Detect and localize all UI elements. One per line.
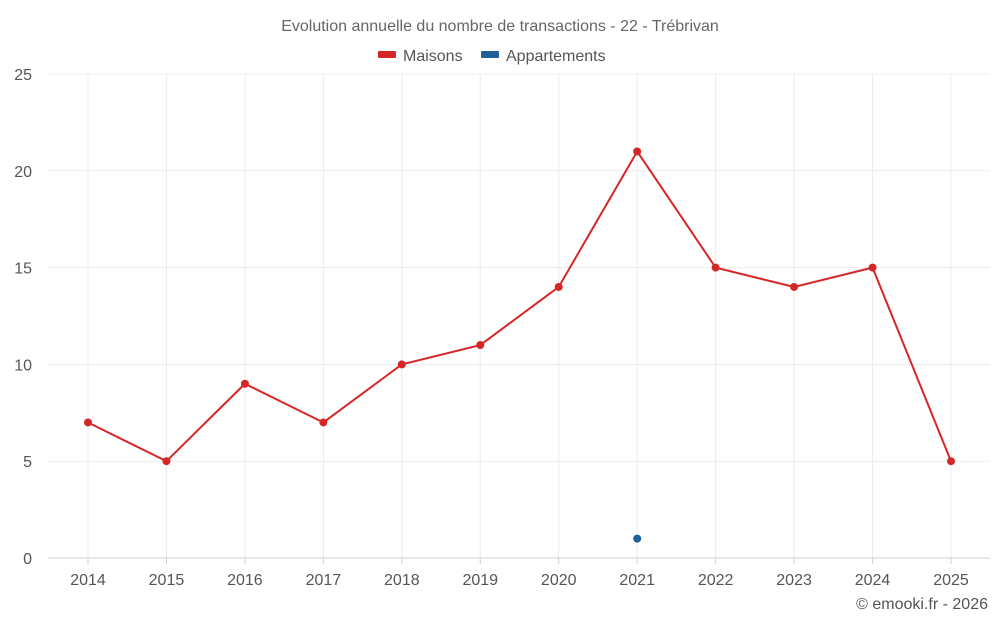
chart-title: Evolution annuelle du nombre de transact… xyxy=(281,18,719,35)
x-axis-ticks: 2014 2015 2016 2017 2018 2019 2020 2021 2022 2023… xyxy=(70,558,969,589)
x-tick-label: 2022 xyxy=(698,572,734,589)
credit-text: © emooki.fr - 2026 xyxy=(856,596,988,613)
y-tick-label: 10 xyxy=(14,357,32,374)
y-tick-label: 0 xyxy=(23,551,32,568)
x-tick-label: 2020 xyxy=(541,572,577,589)
legend-item-maisons[interactable]: Maisons xyxy=(378,48,463,65)
x-tick-label: 2019 xyxy=(462,572,498,589)
y-tick-label: 5 xyxy=(23,454,32,471)
legend-label-appartements: Appartements xyxy=(506,48,606,65)
x-tick-label: 2024 xyxy=(855,572,891,589)
gridlines xyxy=(48,73,990,558)
legend: Maisons Appartements xyxy=(378,48,606,65)
data-point-maisons[interactable] xyxy=(711,263,720,272)
data-point-maisons[interactable] xyxy=(476,341,485,350)
data-point-maisons[interactable] xyxy=(240,379,249,388)
data-point-maisons[interactable] xyxy=(790,282,799,291)
legend-item-appartements[interactable]: Appartements xyxy=(481,48,606,65)
y-axis-ticks: 0 5 10 15 20 25 xyxy=(14,67,32,568)
series-appartements xyxy=(633,534,642,543)
data-point-maisons[interactable] xyxy=(84,418,92,427)
data-point-maisons[interactable] xyxy=(397,360,406,369)
data-point-maisons[interactable] xyxy=(633,147,642,156)
x-tick-label: 2025 xyxy=(933,572,969,589)
legend-label-maisons: Maisons xyxy=(403,48,463,65)
x-tick-label: 2015 xyxy=(149,572,185,589)
data-point-appartements[interactable] xyxy=(633,534,642,543)
data-point-maisons[interactable] xyxy=(947,457,955,466)
y-tick-label: 25 xyxy=(14,67,32,84)
x-tick-label: 2018 xyxy=(384,572,420,589)
x-tick-label: 2014 xyxy=(70,572,106,589)
series-line-maisons xyxy=(87,149,952,463)
data-point-maisons[interactable] xyxy=(162,457,171,466)
data-point-maisons[interactable] xyxy=(319,418,328,427)
data-point-maisons[interactable] xyxy=(554,282,563,291)
y-tick-label: 20 xyxy=(14,164,32,181)
x-tick-label: 2021 xyxy=(619,572,655,589)
x-tick-label: 2016 xyxy=(227,572,263,589)
x-tick-label: 2017 xyxy=(306,572,342,589)
legend-swatch-appartements xyxy=(481,51,499,58)
series-layer xyxy=(84,147,955,543)
x-tick-label: 2023 xyxy=(776,572,812,589)
data-point-maisons[interactable] xyxy=(868,263,877,272)
y-tick-label: 15 xyxy=(14,261,32,278)
legend-swatch-maisons xyxy=(378,51,396,58)
series-maisons xyxy=(84,147,955,466)
